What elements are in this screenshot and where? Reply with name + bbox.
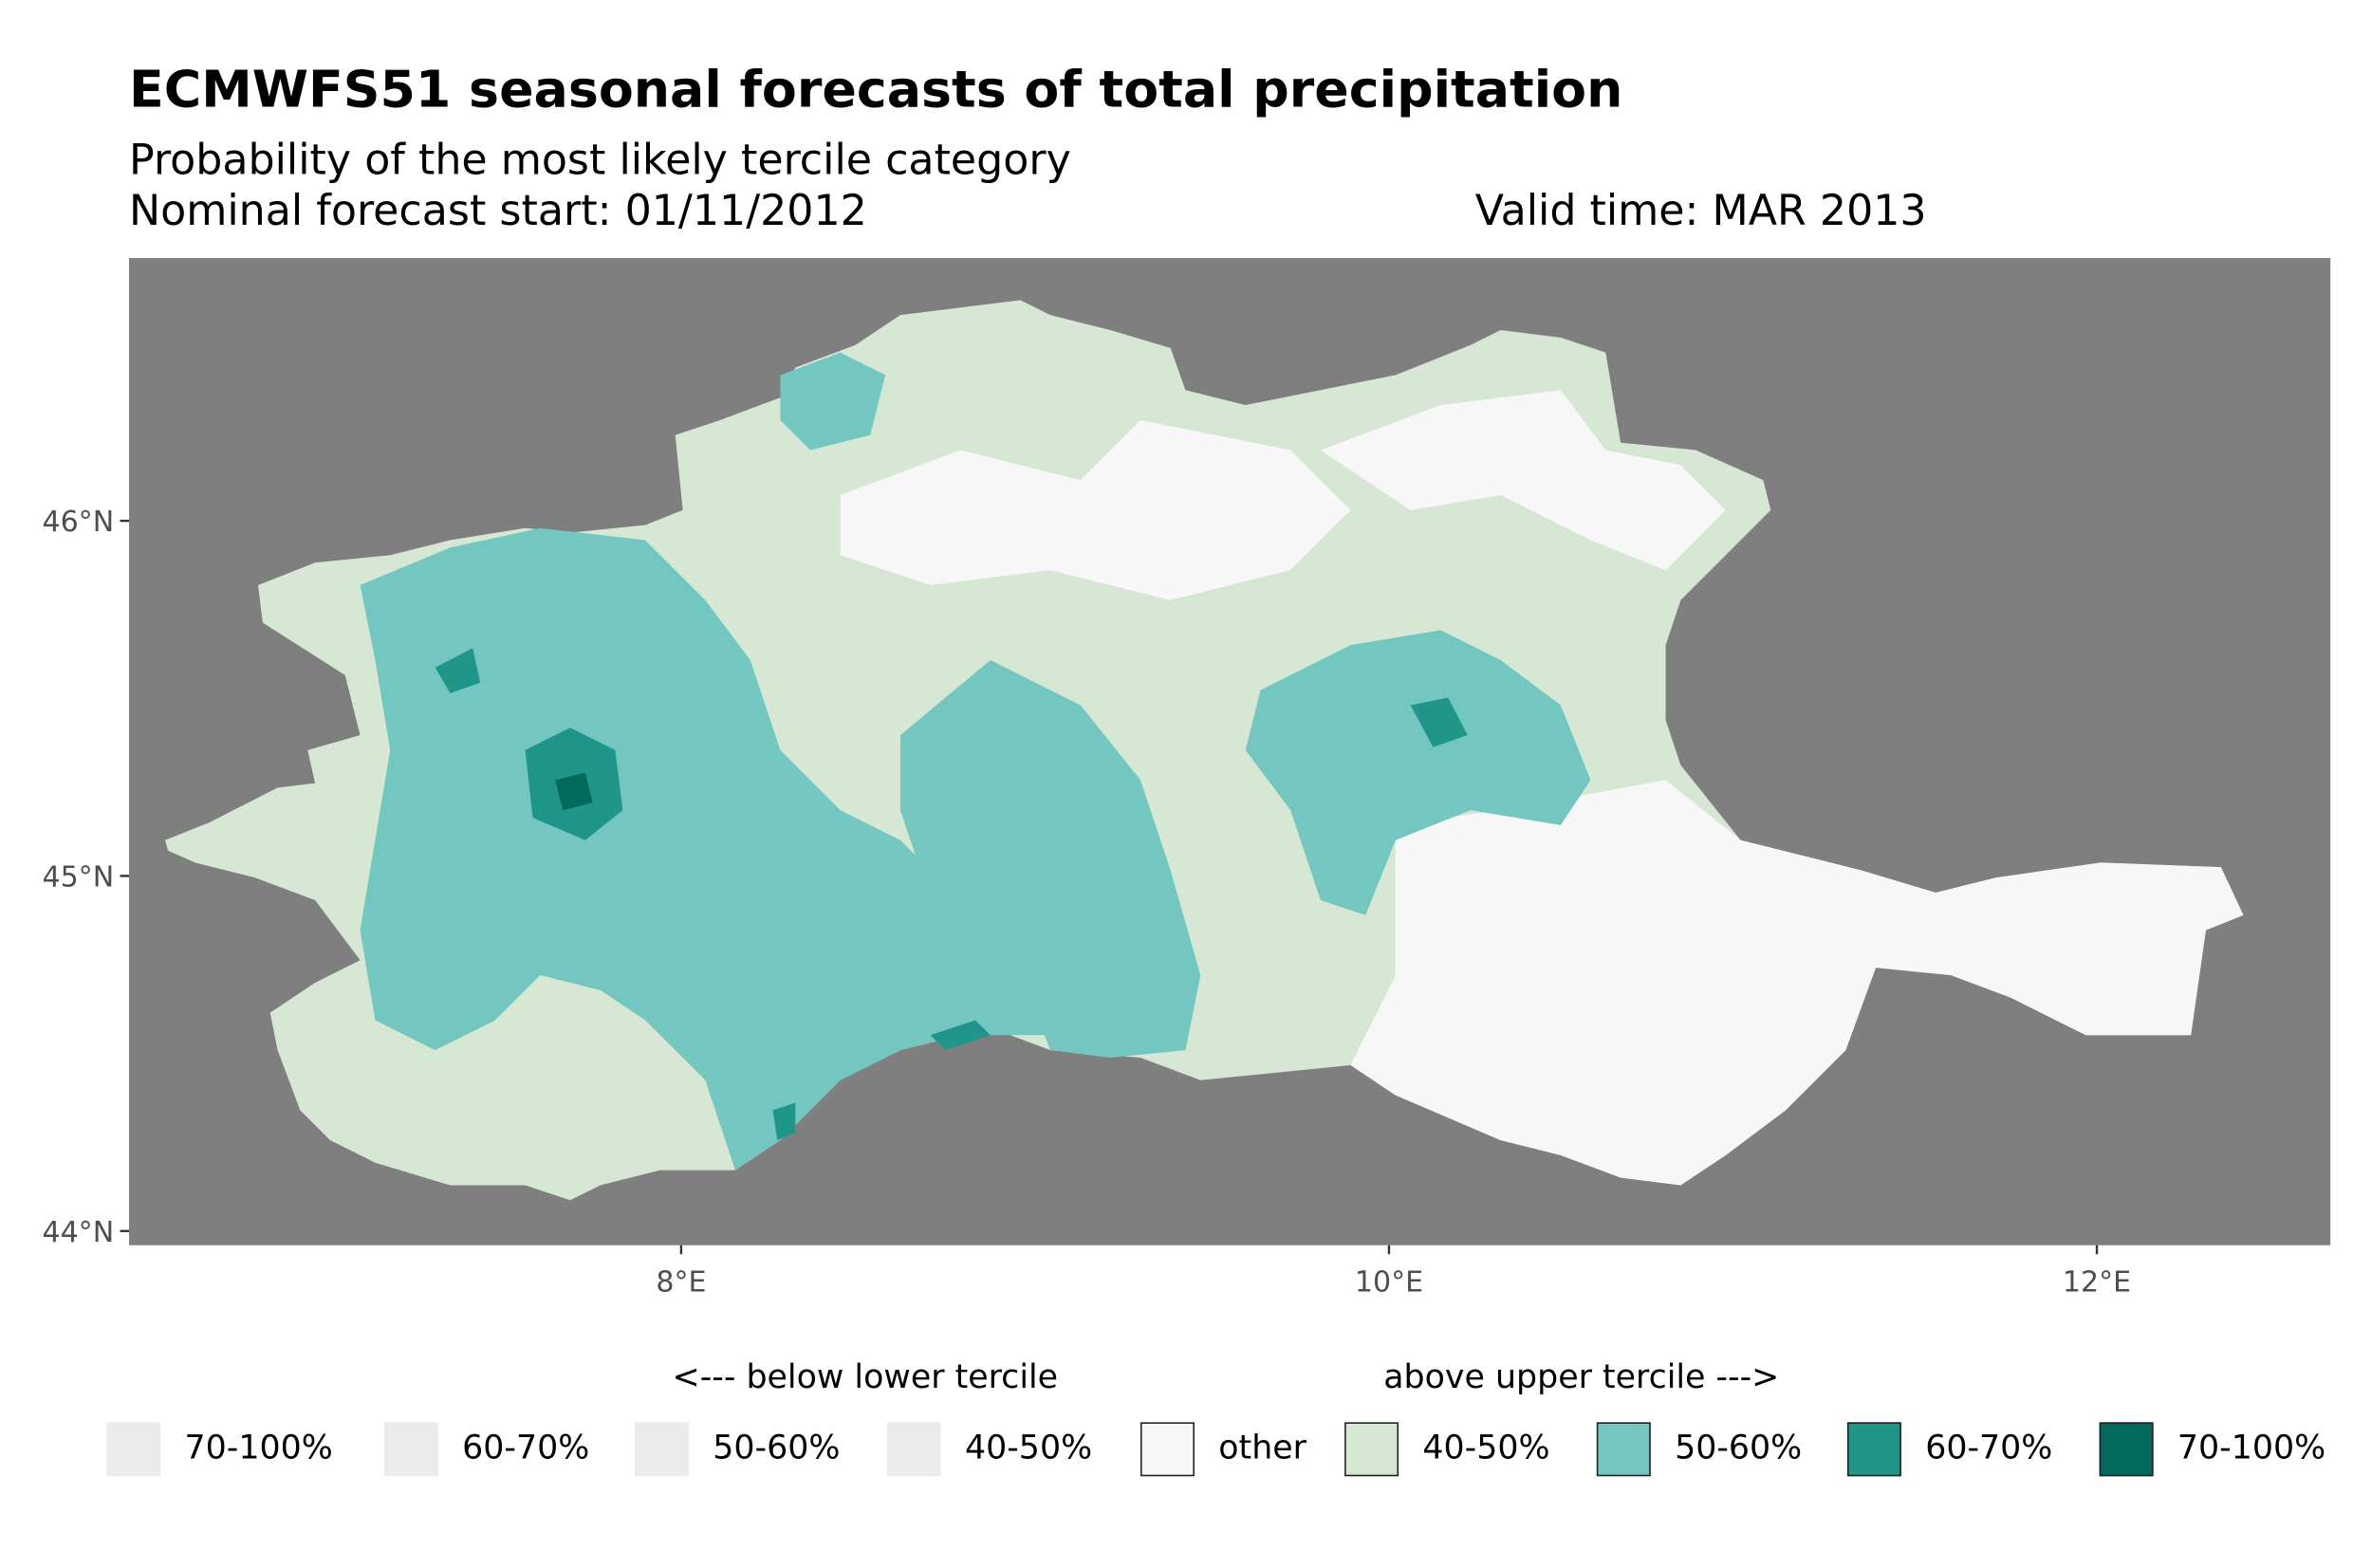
legend-label: 60-70% xyxy=(462,1430,590,1467)
valid-time: Valid time: MAR 2013 xyxy=(1474,186,1927,236)
legend-key-below xyxy=(635,1422,689,1477)
legend-label: other xyxy=(1218,1430,1306,1467)
x-tick-label: 10°E xyxy=(1355,1266,1423,1300)
region-other-east xyxy=(1350,780,2244,1186)
region-above-60-70-east xyxy=(1410,697,1468,747)
legend-label: 70-100% xyxy=(184,1430,333,1467)
region-above-60-70-nw xyxy=(435,648,481,693)
legend-label: 60-70% xyxy=(1925,1430,2053,1467)
region-above-50-60-west xyxy=(360,527,1051,1171)
legend-key-above xyxy=(1846,1422,1901,1477)
x-tick-label: 8°E xyxy=(656,1266,706,1300)
forecast-start: Nominal forecast start: 01/11/2012 xyxy=(129,186,867,236)
region-other-north xyxy=(840,419,1351,600)
legend-key-other xyxy=(1140,1422,1195,1477)
legend-key-below xyxy=(106,1422,161,1477)
legend-label: 40-50% xyxy=(1422,1430,1550,1467)
legend-above-header: above upper tercile ---> xyxy=(1383,1358,1780,1397)
y-tick-label: 46°N xyxy=(42,506,114,539)
chart-subtitle: Probability of the most likely tercile c… xyxy=(129,135,1071,185)
legend-key-above xyxy=(1596,1422,1651,1477)
region-above-60-70-south xyxy=(930,1020,991,1051)
x-tick-label: 12°E xyxy=(2063,1266,2131,1300)
region-above-50-60-north xyxy=(780,352,886,451)
legend-label: 40-50% xyxy=(964,1430,1093,1467)
region-other-northeast xyxy=(1320,390,1726,571)
legend-below-header: <--- below lower tercile xyxy=(672,1358,1059,1397)
map-plot: 44°N 45°N 46°N 8°E 10°E 12°E xyxy=(42,258,2331,1300)
legend-key-above xyxy=(2099,1422,2154,1477)
region-above-50-60-east xyxy=(1245,630,1591,915)
legend-label: 50-60% xyxy=(713,1430,841,1467)
legend-label: 50-60% xyxy=(1675,1430,1803,1467)
legend-key-above xyxy=(1344,1422,1399,1477)
y-tick-label: 45°N xyxy=(42,860,114,894)
legend-key-below xyxy=(886,1422,941,1477)
y-tick-label: 44°N xyxy=(42,1216,114,1249)
chart-title: ECMWFS51 seasonal forecasts of total pre… xyxy=(129,60,1623,120)
region-above-60-70-sw xyxy=(772,1102,796,1141)
legend-key-below xyxy=(383,1422,438,1477)
region-above-50-60-central xyxy=(899,659,1201,1059)
legend-label: 70-100% xyxy=(2177,1430,2326,1467)
region-above-70-100 xyxy=(555,772,593,811)
